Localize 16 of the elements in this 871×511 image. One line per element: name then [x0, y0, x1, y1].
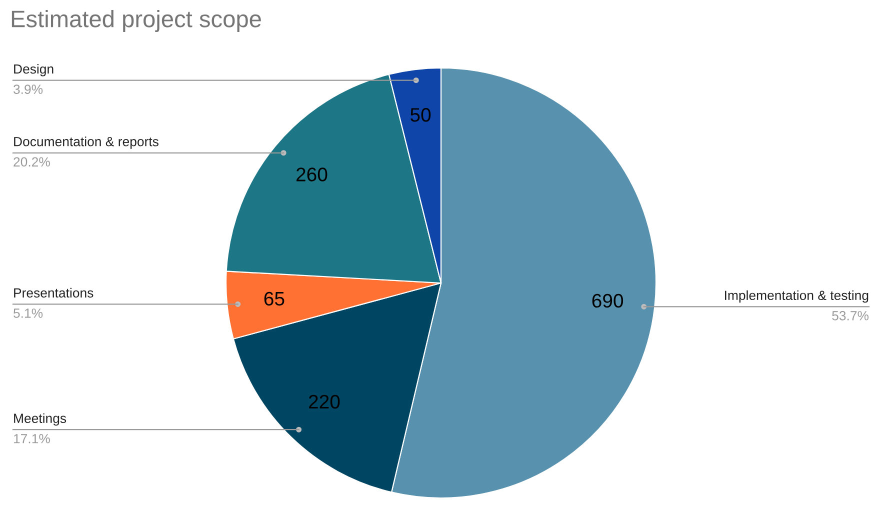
text: 5.1% [14, 308, 43, 318]
text: 3.9% [14, 84, 43, 94]
slice-label: Presentations [14, 288, 94, 298]
text: 20.2% [14, 157, 50, 167]
data-label: 50 [410, 108, 431, 122]
text: 17.1% [14, 434, 50, 444]
slice-label: Implementation & testing [725, 290, 868, 303]
data-label: 220 [309, 394, 340, 409]
slice-label: Meetings [14, 413, 66, 426]
data-label: 65 [264, 292, 284, 306]
data-label: 690 [592, 294, 624, 308]
chart-title: Estimated project scope [12, 10, 261, 32]
slice-label: Documentation & reports [14, 136, 158, 149]
data-label: 260 [296, 168, 328, 182]
slice-label: Design [14, 64, 54, 76]
text: 53.7% [832, 311, 869, 320]
